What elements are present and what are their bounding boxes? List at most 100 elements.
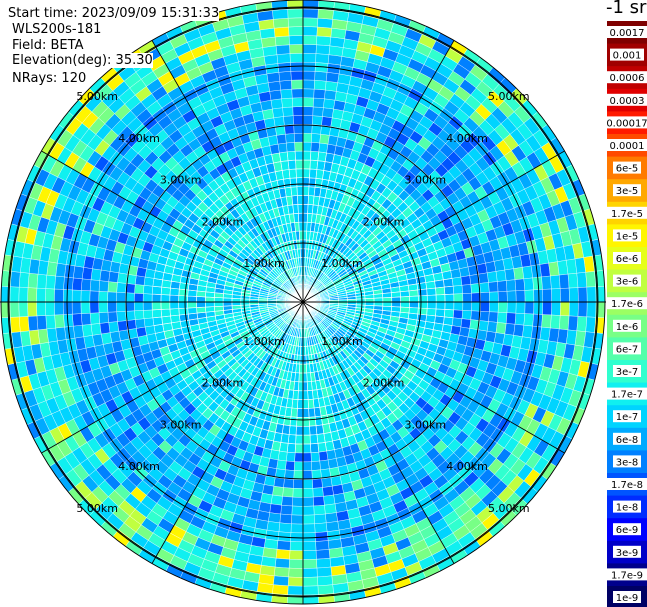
radar-cell	[274, 566, 290, 578]
radar-cell	[290, 62, 304, 72]
radar-cell	[309, 159, 319, 170]
radar-cell	[426, 301, 437, 310]
radar-cell	[294, 443, 304, 454]
radar-cell	[513, 324, 524, 337]
radar-cell	[296, 408, 304, 418]
radar-cell	[576, 316, 587, 332]
radar-cell	[522, 265, 533, 279]
radar-cell	[560, 287, 570, 303]
radar-cell	[142, 301, 153, 311]
radar-cell	[314, 80, 327, 91]
radar-cell	[302, 159, 311, 170]
radar-cell	[89, 290, 100, 303]
radar-cell	[302, 408, 310, 418]
radar-cell	[322, 107, 334, 119]
radar-cell	[323, 98, 336, 110]
radar-cell	[27, 273, 39, 289]
radar-cell	[263, 54, 279, 66]
radar-cell	[142, 293, 153, 303]
colorbar-tick-label: 1.7e-7	[611, 390, 643, 401]
radar-cell	[293, 479, 304, 489]
colorbar-tick-label: 6e-5	[616, 164, 639, 175]
range-ring-label: 4.00km	[118, 460, 160, 473]
radar-cell	[302, 35, 318, 45]
radar-cell	[27, 315, 39, 331]
radar-cell	[295, 434, 304, 445]
radar-cell	[213, 301, 224, 307]
radar-cell	[169, 287, 180, 296]
radar-cell	[542, 288, 552, 303]
radar-cell	[196, 296, 206, 303]
radar-cell	[313, 505, 326, 516]
radar-cell	[276, 459, 287, 470]
radar-cell	[568, 301, 579, 317]
radar-cell	[290, 523, 304, 534]
radar-cell	[551, 288, 561, 303]
radar-cell	[116, 301, 126, 312]
radar-cell	[81, 313, 92, 326]
radar-cell	[312, 487, 324, 498]
radar-cell	[539, 326, 551, 342]
radar-cell	[435, 286, 446, 296]
radar-cell	[479, 311, 490, 322]
radar-cell	[308, 416, 317, 427]
radar-cell	[586, 286, 597, 303]
range-ring-label: 2.00km	[202, 377, 244, 390]
radar-cell	[453, 309, 463, 319]
radar-cell	[302, 26, 318, 37]
radar-cell	[302, 541, 317, 551]
radar-cell	[117, 272, 128, 284]
radar-cell	[240, 301, 251, 306]
radar-cell	[486, 271, 498, 283]
radar-cell	[292, 496, 304, 507]
radar-cell	[506, 279, 517, 292]
radar-cell	[80, 290, 91, 303]
radar-cell	[325, 81, 338, 92]
radar-cell	[310, 150, 320, 162]
radar-cell	[297, 399, 304, 409]
colorbar-tick-label: 1e-7	[616, 412, 639, 423]
radar-cell	[295, 168, 304, 179]
radar-cell	[143, 317, 155, 328]
range-ring-label: 2.00km	[363, 377, 405, 390]
radar-cell	[416, 282, 428, 291]
radar-cell	[272, 485, 284, 497]
radar-cell	[270, 98, 283, 110]
radar-cell	[267, 135, 279, 146]
radar-cell	[443, 309, 455, 319]
radar-cell	[152, 316, 163, 326]
radar-cell	[18, 301, 29, 318]
colorbar-unit-label: -1 sr	[606, 0, 647, 18]
radar-cell	[277, 450, 288, 462]
radar-cell	[169, 308, 180, 317]
radar-cell	[451, 276, 463, 287]
radar-cell	[125, 292, 135, 303]
radar-cell	[460, 318, 471, 329]
radar-cell	[302, 115, 313, 125]
radar-cell	[302, 505, 315, 516]
radar-cell	[495, 322, 507, 335]
radar-cell	[302, 70, 316, 81]
radar-cell	[533, 301, 543, 315]
radar-cell	[274, 26, 290, 38]
radar-cell	[577, 301, 588, 318]
radar-cell	[513, 267, 524, 280]
radar-cell	[523, 277, 534, 291]
radar-cell	[309, 425, 318, 436]
radar-cell	[269, 503, 282, 515]
radar-cell	[315, 549, 331, 560]
range-ring-label: 1.00km	[321, 335, 363, 348]
radar-cell	[281, 496, 293, 507]
radar-cell	[160, 301, 171, 310]
radar-cell	[63, 301, 73, 315]
radar-cell	[277, 142, 288, 154]
radar-cell	[143, 276, 155, 287]
radar-cell	[302, 150, 312, 161]
radar-cell	[98, 291, 109, 303]
radar-cell	[302, 434, 311, 445]
radar-cell	[279, 151, 289, 162]
radar-cell	[476, 262, 488, 275]
radar-cell	[408, 289, 419, 297]
radar-cell	[90, 268, 102, 281]
radar-cell	[302, 585, 319, 596]
